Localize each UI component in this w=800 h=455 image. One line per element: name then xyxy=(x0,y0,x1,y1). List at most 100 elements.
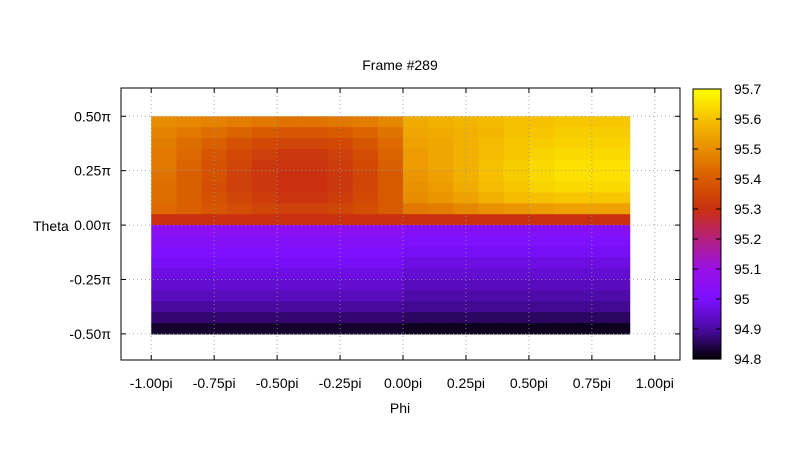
heatmap-cell xyxy=(428,323,454,335)
heatmap-cell xyxy=(579,301,606,313)
colorbar-segment xyxy=(693,203,721,207)
colorbar-segment xyxy=(693,131,721,135)
heatmap-cell xyxy=(151,290,177,302)
heatmap-cell xyxy=(403,246,429,259)
heatmap-cell xyxy=(428,246,454,259)
heatmap-cell xyxy=(604,181,631,194)
colorbar-segment xyxy=(693,293,721,297)
heatmap-cell xyxy=(201,225,228,237)
heatmap-cell xyxy=(226,138,253,150)
colorbar-segment xyxy=(693,116,721,120)
heatmap-cell xyxy=(428,268,454,281)
heatmap-cell xyxy=(277,203,303,215)
x-axis-ticks: -1.00pi -0.75pi -0.50pi -0.25pi 0.00pi 0.25pi… xyxy=(130,88,674,391)
colorbar-segment xyxy=(693,158,721,162)
colorbar-tick-label: 95.7 xyxy=(734,81,761,97)
heatmap-cell xyxy=(277,138,303,150)
plot-frame xyxy=(120,87,681,361)
heatmap-cell xyxy=(302,301,329,313)
colorbar-segment xyxy=(693,239,721,243)
colorbar-segment xyxy=(693,248,721,252)
heatmap-cell xyxy=(201,138,228,150)
heatmap-cell xyxy=(226,268,253,281)
heatmap-cell xyxy=(554,235,580,248)
heatmap-cell xyxy=(377,301,404,313)
heatmap-cell xyxy=(251,323,278,335)
colorbar-segment xyxy=(693,266,721,270)
heatmap-cell xyxy=(277,127,303,139)
heatmap-cell xyxy=(428,214,454,226)
heatmap-cell xyxy=(201,235,228,248)
heatmap-cell xyxy=(277,192,303,204)
heatmap-cell xyxy=(377,116,404,128)
heatmap-cell xyxy=(176,225,203,237)
heatmap-cell xyxy=(176,127,203,139)
heatmap-cell xyxy=(377,268,404,281)
heatmap-cell xyxy=(453,225,480,237)
colorbar-segment xyxy=(693,101,721,105)
heatmap-cell xyxy=(528,214,555,226)
heatmap-cell xyxy=(302,148,329,161)
heatmap-cell xyxy=(503,279,530,291)
colorbar-frame xyxy=(692,88,722,360)
heatmap-cell xyxy=(302,268,329,281)
x-tick-label: 0.25pi xyxy=(447,375,485,391)
heatmap-cell xyxy=(277,116,303,128)
heatmap-cell xyxy=(579,192,606,204)
heatmap-cell xyxy=(277,214,303,226)
colorbar-segment xyxy=(693,326,721,330)
heatmap-cell xyxy=(201,116,228,128)
colorbar-segment xyxy=(693,308,721,312)
colorbar-segment xyxy=(693,314,721,318)
heatmap-cell xyxy=(528,148,555,161)
heatmap-cell xyxy=(151,138,177,150)
heatmap-cell xyxy=(226,257,253,270)
heatmap-cell xyxy=(377,170,404,183)
heatmap-cell xyxy=(503,225,530,237)
heatmap-cell xyxy=(251,170,278,183)
heatmap-cell xyxy=(327,312,354,324)
x-tick-label: -0.25pi xyxy=(319,375,362,391)
heatmap-cell xyxy=(428,312,454,324)
heatmap-cell xyxy=(604,192,631,204)
heatmap-cell xyxy=(352,159,379,172)
colorbar-segment xyxy=(693,332,721,336)
heatmap-cell xyxy=(176,159,203,172)
colorbar-segment xyxy=(693,215,721,219)
heatmap-cell xyxy=(428,127,454,139)
heatmap-cell xyxy=(176,181,203,194)
heatmap-cell xyxy=(528,116,555,128)
colorbar-segment xyxy=(693,107,721,111)
heatmap-cell xyxy=(151,181,177,194)
heatmap-cell xyxy=(554,127,580,139)
heatmap-cell xyxy=(528,203,555,215)
colorbar-segment xyxy=(693,149,721,153)
colorbar-segment xyxy=(693,140,721,144)
heatmap-cell xyxy=(226,323,253,335)
heatmap-cell xyxy=(377,279,404,291)
heatmap-cell xyxy=(251,246,278,259)
heatmap-cells xyxy=(151,116,631,335)
heatmap-cell xyxy=(554,148,580,161)
heatmap-cell xyxy=(503,290,530,302)
heatmap-cell xyxy=(554,301,580,313)
heatmap-cell xyxy=(579,235,606,248)
heatmap-cell xyxy=(226,148,253,161)
colorbar-segment xyxy=(693,290,721,294)
heatmap-cell xyxy=(478,312,505,324)
heatmap-cell xyxy=(453,203,480,215)
heatmap-cell xyxy=(352,312,379,324)
heatmap-cell xyxy=(403,225,429,237)
heatmap-cell xyxy=(579,116,606,128)
heatmap-cell xyxy=(503,235,530,248)
heatmap-cell xyxy=(528,246,555,259)
heatmap-cell xyxy=(453,268,480,281)
heatmap-cell xyxy=(453,192,480,204)
x-tick-label: -1.00pi xyxy=(130,375,173,391)
heatmap-cell xyxy=(251,279,278,291)
colorbar-segment xyxy=(693,353,721,357)
heatmap-cell xyxy=(579,312,606,324)
heatmap-cell xyxy=(277,312,303,324)
heatmap-cell xyxy=(352,290,379,302)
heatmap-cell xyxy=(528,159,555,172)
